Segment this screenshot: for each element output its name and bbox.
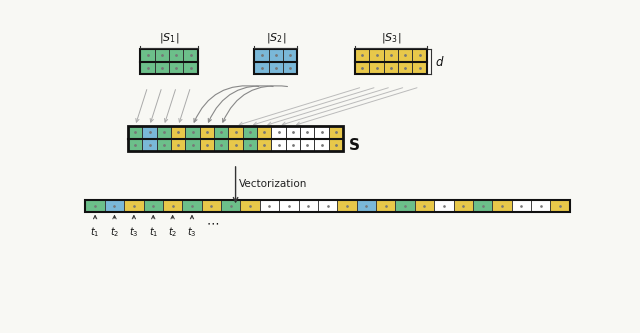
Bar <box>241 200 260 212</box>
Bar <box>257 126 271 139</box>
Text: $\cdots$: $\cdots$ <box>205 216 219 229</box>
Bar <box>314 139 329 151</box>
Bar <box>269 62 283 74</box>
Bar <box>243 139 257 151</box>
Bar <box>314 126 329 139</box>
Bar <box>271 139 286 151</box>
Text: $|S_1|$: $|S_1|$ <box>159 31 179 45</box>
Bar <box>128 139 142 151</box>
Bar <box>300 126 314 139</box>
Bar <box>254 49 269 62</box>
Text: $\mathbf{S}$: $\mathbf{S}$ <box>348 137 360 153</box>
Bar <box>186 139 200 151</box>
Bar <box>254 49 298 74</box>
Bar <box>155 62 169 74</box>
Bar <box>337 200 356 212</box>
Bar <box>140 49 155 62</box>
Text: $d$: $d$ <box>435 55 444 69</box>
Bar <box>369 62 384 74</box>
Bar <box>283 62 298 74</box>
Bar <box>398 62 412 74</box>
Bar <box>143 200 163 212</box>
Bar <box>186 126 200 139</box>
Bar <box>412 62 427 74</box>
Text: $t_2$: $t_2$ <box>110 225 119 238</box>
Bar <box>355 62 369 74</box>
Bar <box>202 200 221 212</box>
Bar <box>473 200 492 212</box>
Bar <box>329 139 343 151</box>
Bar <box>184 62 198 74</box>
Text: $t_3$: $t_3$ <box>129 225 139 238</box>
Bar <box>356 200 376 212</box>
Bar <box>384 49 398 62</box>
Text: $t_1$: $t_1$ <box>90 225 100 238</box>
Text: Vectorization: Vectorization <box>239 178 307 188</box>
Bar <box>434 200 454 212</box>
Bar <box>492 200 511 212</box>
Bar <box>269 49 283 62</box>
Bar <box>85 200 570 212</box>
Bar <box>550 200 570 212</box>
Bar <box>169 49 184 62</box>
Bar <box>271 126 286 139</box>
Bar <box>182 200 202 212</box>
Bar <box>300 139 314 151</box>
Bar <box>228 126 243 139</box>
Bar <box>257 139 271 151</box>
Bar <box>163 200 182 212</box>
Bar <box>200 126 214 139</box>
Bar <box>184 49 198 62</box>
Bar <box>318 200 337 212</box>
Text: $t_2$: $t_2$ <box>168 225 177 238</box>
Bar <box>384 62 398 74</box>
Bar <box>412 49 427 62</box>
Bar <box>531 200 550 212</box>
Bar <box>221 200 241 212</box>
Bar <box>329 126 343 139</box>
Bar <box>260 200 279 212</box>
Bar <box>155 49 169 62</box>
Bar <box>200 139 214 151</box>
Text: $|S_3|$: $|S_3|$ <box>381 31 401 45</box>
Bar <box>355 49 369 62</box>
Bar <box>454 200 473 212</box>
Bar <box>124 200 143 212</box>
Bar <box>128 126 343 151</box>
Bar <box>283 49 298 62</box>
Bar <box>214 126 228 139</box>
Bar <box>105 200 124 212</box>
Bar <box>279 200 298 212</box>
Bar <box>286 139 300 151</box>
Text: $|S_2|$: $|S_2|$ <box>266 31 286 45</box>
Bar <box>171 139 186 151</box>
Bar <box>169 62 184 74</box>
Text: $t_3$: $t_3$ <box>187 225 196 238</box>
Bar <box>157 139 171 151</box>
Bar <box>355 49 427 74</box>
Bar <box>298 200 318 212</box>
Bar <box>286 126 300 139</box>
Bar <box>142 126 157 139</box>
Bar <box>140 62 155 74</box>
Bar <box>396 200 415 212</box>
Bar <box>415 200 434 212</box>
Bar <box>376 200 396 212</box>
Bar <box>85 200 105 212</box>
Bar <box>140 49 198 74</box>
Bar <box>157 126 171 139</box>
Bar <box>128 126 142 139</box>
Bar <box>369 49 384 62</box>
Text: $t_1$: $t_1$ <box>148 225 158 238</box>
Bar <box>214 139 228 151</box>
Bar <box>511 200 531 212</box>
Bar <box>254 62 269 74</box>
Bar <box>243 126 257 139</box>
Bar <box>142 139 157 151</box>
Bar <box>171 126 186 139</box>
Bar <box>228 139 243 151</box>
Bar <box>398 49 412 62</box>
